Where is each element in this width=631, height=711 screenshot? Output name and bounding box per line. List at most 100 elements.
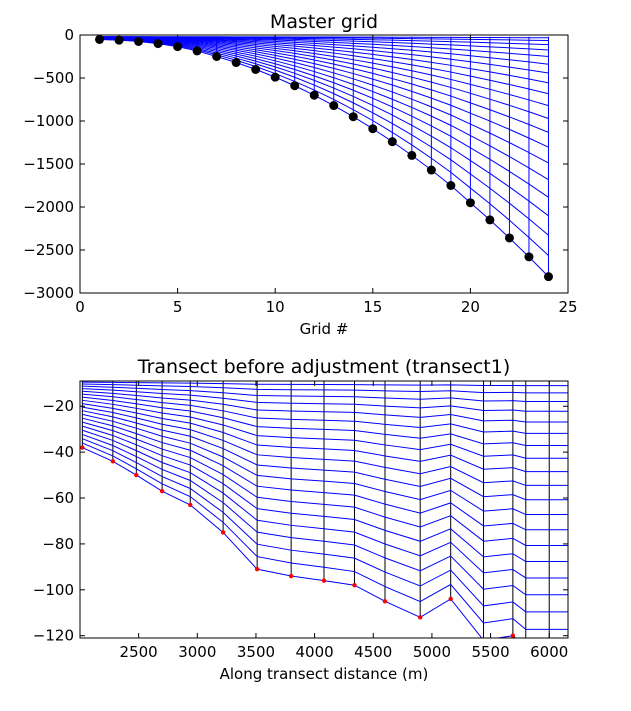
transect-level-line [82,447,517,638]
x-tick-label: 0 [75,298,85,316]
x-tick-label: 4000 [296,643,334,661]
x-tick-label: 3000 [178,643,216,661]
y-tick-label: −3000 [23,284,74,302]
y-tick-label: −60 [42,489,74,507]
bottom-marker-point [368,124,378,134]
y-tick-label: −2500 [23,241,74,259]
bottom-marker-point [192,46,202,56]
grid-level-line [99,38,549,236]
y-tick-label: −1000 [23,112,74,130]
x-tick-label: 4500 [354,643,392,661]
transect-level-line [82,383,568,394]
chart2-frame [79,380,569,639]
chart1-title: Master grid [270,11,378,33]
transect-level-line [82,393,568,434]
grid-level-line [99,37,549,133]
y-tick-label: −2000 [23,198,74,216]
bottom-marker-point [446,181,456,190]
bathymetry-point [417,615,423,620]
grid-level-line [99,37,549,164]
transect-level-line [82,421,568,546]
bottom-marker-point [426,165,436,175]
bottom-marker-point [95,35,105,44]
bottom-marker-point [407,150,417,160]
y-tick-label: −20 [42,397,74,415]
transect-level-line [82,388,568,412]
bottom-marker-point [134,36,144,46]
bottom-marker-point [504,233,514,243]
x-tick-label: 2500 [120,643,158,661]
x-tick-label: 25 [558,298,577,316]
chart1-frame [79,34,569,294]
transect-level-line [82,390,568,423]
bottom-marker-point [153,39,163,49]
bottom-marker-point [543,272,553,282]
bottom-marker-point [290,81,300,91]
transect-level-line [82,442,568,630]
chart1-ticks: 0 5 10 15 20 25 0 −500 −1000 −1500 −2000 −2500 −3000 [23,26,577,316]
chart2-title: Transect before adjustment (transect1) [137,356,510,378]
bottom-marker-point [524,252,534,262]
bottom-marker-point [329,101,339,111]
transect-level-line [82,433,568,596]
grid-level-line [99,38,549,198]
transect-level-line [82,413,568,516]
transect-level-line [82,417,568,531]
x-tick-label: 15 [363,298,382,316]
y-tick-label: −100 [33,581,74,599]
grid-level-line [99,37,549,107]
y-tick-label: −500 [33,69,74,87]
bathymetry-point [510,633,516,638]
grid-level-line [99,38,549,217]
bathymetry-point [321,578,327,583]
transect-level-line [82,425,568,563]
transect-level-line [82,399,568,459]
bathymetry-point [448,596,453,602]
bathymetry-point [288,573,294,579]
transect-level-line [82,438,568,613]
chart1-data-layer [95,35,553,282]
bathymetry-point [188,502,193,508]
x-tick-label: 5000 [413,643,451,661]
transect-level-line [82,406,568,486]
bottom-marker-point [485,215,495,225]
grid-level-line [99,37,549,119]
transect-level-line [82,381,568,387]
bathymetry-point [80,445,85,450]
grid-level-line [99,37,549,148]
y-tick-label: 0 [64,26,74,44]
chart2-data-layer [80,381,568,638]
y-tick-label: −120 [33,627,74,645]
grid-level-line [99,38,549,256]
bottom-marker-point [309,90,319,100]
transect-level-line [82,410,568,501]
bathymetry-point [220,530,226,535]
chart2-ticks: 2500 3000 3500 4000 4500 5000 5500 6000 −20 −40 −6… [33,381,568,661]
bottom-marker-point [231,58,241,68]
y-tick-label: −1500 [23,155,74,173]
bottom-marker-point [270,72,280,82]
y-tick-label: −40 [42,443,74,461]
x-tick-label: 5 [173,298,183,316]
transect-level-line [82,429,568,579]
x-tick-label: 20 [461,298,480,316]
x-tick-label: 5500 [471,643,509,661]
x-tick-label: 10 [266,298,285,316]
bottom-marker-point [387,137,397,147]
bottom-marker-point [465,198,475,208]
bathymetry-point [134,472,139,478]
bottom-marker-point [212,52,222,61]
bottom-marker-point [173,42,183,52]
bathymetry-point [352,583,357,588]
bottom-marker-point [251,64,261,74]
bathymetry-point [382,599,388,604]
bathymetry-point [110,459,116,464]
transect-chart: Transect before adjustment (transect1) 2… [33,356,569,683]
x-tick-label: 3500 [237,643,275,661]
bathymetry-point [159,488,165,494]
y-tick-label: −80 [42,535,74,553]
grid-level-line [99,37,549,181]
bathymetry-point [254,566,260,572]
x-tick-label: 6000 [530,643,568,661]
